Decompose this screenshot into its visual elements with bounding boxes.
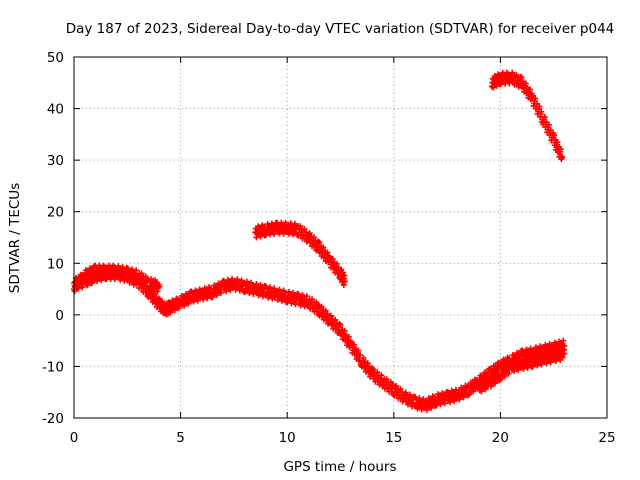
data-point-track-main-26-0 [337,321,344,328]
y-tick-label-2: 0 [55,308,64,324]
data-point-track-main-26-14 [345,333,352,340]
data-point-track-lower-branch-end [561,350,568,357]
y-tick-label-4: 20 [47,205,64,221]
y-tick-label-6: 40 [47,102,64,118]
data-point-track-main-26-7 [341,327,348,334]
data-point-track-arc-mid-5-16 [314,238,321,245]
data-point-track-arc-mid-4-14 [303,229,310,236]
data-point-track-arc-high-3-0 [518,74,525,81]
data-point-track-main-30-13 [387,379,394,386]
data-point-track-arc-high-6-1 [551,132,558,139]
data-point-track-main-30-6 [383,376,390,383]
data-point-track-arc-mid-7-12 [333,260,340,267]
data-point-track-main-25-16 [336,320,343,327]
data-point-track-main-27-12 [355,347,362,354]
data-point-track-arc-high-6-8 [554,139,561,146]
data-point-track-main-46-16 [560,337,567,344]
data-point-track-main-23-13 [313,299,320,306]
axis-ticks: 0 5 10 15 20 25 -20 -10 0 10 20 30 40 50 [42,50,616,446]
data-point-track-lower-branch-3-15 [516,355,523,362]
data-point-track-arc-mid-5-9 [310,234,317,241]
data-point-track-arc-mid-4-11 [301,226,308,233]
data-point-track-upper-scatter-6-6 [138,270,145,277]
data-point-track-main-29-8 [374,369,381,376]
x-tick-label-4: 20 [492,430,509,446]
data-point-track-upper-scatter-end [156,283,163,290]
y-tick-label-7: 50 [47,50,64,66]
data-point-track-main-31-11 [397,385,404,392]
data-point-track-upper-scatter-6-13 [142,273,149,280]
data-point-track-arc-high-3-14 [527,86,534,93]
data-point-track-main-24-14 [324,311,331,318]
data-point-track-main-28-3 [360,355,367,362]
data-point-track-arc-mid-6-0 [316,239,323,246]
data-point-track-main-23-6 [309,296,316,303]
data-point-track-main-24-4 [318,303,325,310]
data-point-track-main-23-16 [314,302,321,309]
x-tick-label-3: 15 [385,430,402,446]
data-point-track-main-27-15 [357,352,364,359]
y-tick-label-3: 10 [47,256,64,272]
data-point-track-arc-high-4-15 [538,108,545,115]
data-point-track-main-13-15 [207,285,214,292]
data-point-track-arc-high-5-3 [541,113,548,120]
data-point-track-main-24-11 [322,307,329,314]
data-point-track-main-43-15 [527,345,534,352]
data-point-track-main-36-15 [452,386,459,393]
data-point-track-main-29-1 [370,366,377,373]
data-point-track-arc-mid-8-17 [341,272,348,279]
x-tick-label-5: 25 [598,430,615,446]
data-point-track-arc-high-end [559,154,566,161]
data-point-track-arc-mid-4-4 [297,223,304,230]
data-point-track-arc-high-5-10 [545,121,552,128]
data-point-track-arc-high-6-15 [557,146,564,153]
data-point-track-arc-mid-5-2 [306,230,313,237]
y-tick-label-5: 30 [47,153,64,169]
data-point-track-arc-mid-6-14 [324,249,331,256]
plot-frame [73,56,608,419]
data-point-track-arc-high-4-12 [536,103,543,110]
chart-title: Day 187 of 2023, Sidereal Day-to-day VTE… [66,21,615,37]
data-point-track-main-27-5 [351,341,358,348]
y-axis-label: SDTVAR / TECUs [7,183,23,293]
data-point-track-main-29-15 [378,372,385,379]
data-point-track-main-22-15 [303,293,310,300]
x-tick-label-2: 10 [279,430,296,446]
x-axis-label: GPS time / hours [283,459,396,475]
data-point-track-main-31-4 [393,382,400,389]
x-tick-label-1: 5 [176,430,185,446]
data-point-track-arc-high-3-7 [522,80,529,87]
data-point-track-arc-high-4-5 [532,95,539,102]
data-point-track-upper-scatter-5-15 [133,267,140,274]
x-tick-label-0: 0 [70,430,79,446]
data-marks [71,69,568,413]
data-point-track-arc-mid-end [341,278,348,285]
data-point-track-main-25-2 [328,312,335,319]
y-tick-label-0: -20 [42,411,64,427]
data-point-track-main-28-10 [364,360,371,367]
data-point-track-arc-mid-6-7 [320,244,327,251]
data-point-track-main-25-9 [332,316,339,323]
y-tick-label-1: -10 [42,359,64,375]
data-point-track-arc-mid-7-5 [329,255,336,262]
